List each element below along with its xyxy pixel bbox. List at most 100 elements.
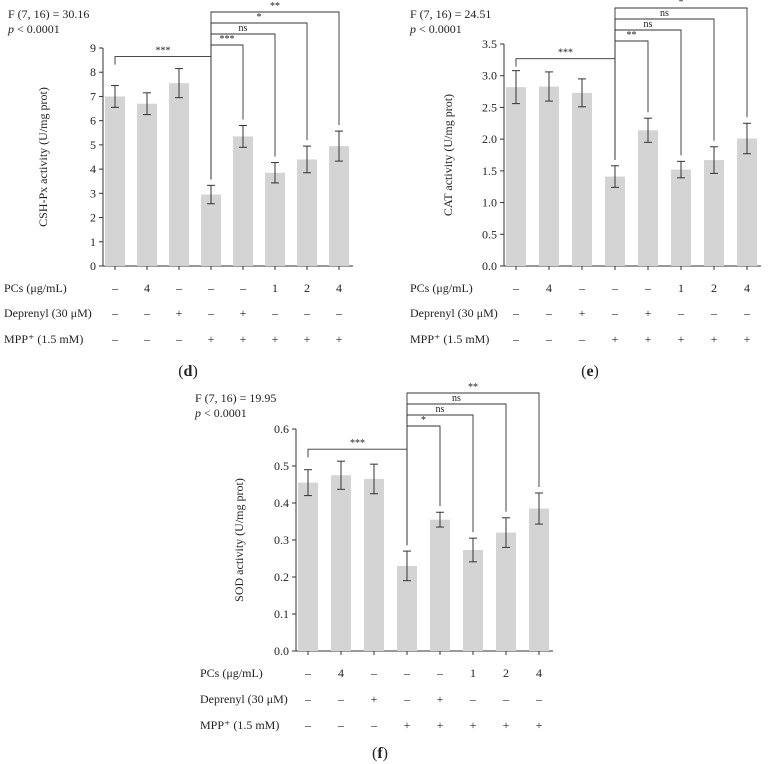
bar (496, 532, 516, 651)
y-tick-label: 3 (90, 186, 96, 200)
treatment-cell: + (404, 718, 411, 732)
panel-label: (f) (372, 745, 388, 762)
treatment-cell: 2 (304, 281, 310, 295)
treatment-cell: 4 (744, 281, 750, 295)
y-tick-label: 9 (90, 41, 96, 55)
treatment-cell: – (304, 692, 312, 706)
bar (704, 160, 724, 266)
bar (529, 508, 549, 651)
treatment-cell: – (578, 332, 586, 346)
significance-label: ns (436, 404, 445, 415)
treatment-cell: – (175, 281, 183, 295)
treatment-cell: + (536, 718, 543, 732)
treatment-row-label: Deprenyl (30 μM) (4, 306, 92, 320)
significance-label: * (421, 415, 426, 426)
y-tick-label: 0.4 (274, 496, 289, 510)
chart-panel-2: F (7, 16) = 24.51p < 0.0001 0.0 0.5 1.0 1.5 2… (409, 0, 761, 380)
treatment-cell: – (710, 306, 718, 320)
treatment-cell: + (470, 718, 477, 732)
y-tick-label: 8 (90, 65, 96, 79)
treatment-cell: – (512, 306, 520, 320)
treatment-cell: 4 (336, 281, 342, 295)
y-axis-label: CSH-Px activity (U/mg prot) (36, 87, 50, 227)
significance-label: * (679, 0, 684, 8)
treatment-row-label: PCs (μg/mL) (4, 281, 67, 295)
bar (233, 136, 253, 266)
treatment-cell: + (678, 332, 685, 346)
treatment-cell: – (403, 692, 411, 706)
treatment-cell: + (503, 718, 510, 732)
bar (297, 159, 317, 266)
significance-bracket (114, 56, 212, 65)
treatment-cell: 4 (546, 281, 552, 295)
treatment-cell: + (240, 332, 247, 346)
significance-bracket (210, 22, 308, 180)
bar (105, 96, 125, 266)
y-tick-label: 0.2 (274, 570, 289, 584)
treatment-cell: – (578, 281, 586, 295)
bar (201, 194, 221, 266)
treatment-cell: 2 (503, 666, 509, 680)
significance-label: ** (468, 382, 478, 393)
treatment-cell: + (612, 332, 619, 346)
y-tick-label: 0.0 (482, 259, 497, 273)
chart-panel-3: F (7, 16) = 19.95p < 0.0001 0.0 0.1 0.2 0.3 0… (194, 382, 553, 762)
bar (605, 176, 625, 266)
treatment-cell: 4 (144, 281, 150, 295)
treatment-cell: – (677, 306, 685, 320)
treatment-row-label: Deprenyl (30 μM) (200, 692, 288, 706)
significance-label: ns (660, 8, 669, 19)
y-tick-label: 0.5 (274, 459, 289, 473)
treatment-cell: + (336, 332, 343, 346)
treatment-cell: 1 (272, 281, 278, 295)
treatment-row-label: MPP⁺ (1.5 mM) (200, 718, 279, 732)
treatment-cell: + (645, 306, 652, 320)
treatment-cell: – (502, 692, 510, 706)
y-axis-label: CAT activity (U/mg prot) (441, 94, 455, 216)
treatment-cell: – (111, 332, 119, 346)
treatment-cell: + (437, 718, 444, 732)
significance-label: ** (627, 30, 637, 41)
treatment-cell: – (545, 332, 553, 346)
treatment-cell: – (436, 666, 444, 680)
treatment-cell: – (611, 281, 619, 295)
treatment-cell: – (370, 718, 378, 732)
y-tick-label: 2 (90, 211, 96, 225)
treatment-row-label: PCs (μg/mL) (200, 666, 263, 680)
y-tick-label: 4 (90, 162, 96, 176)
significance-bracket (515, 58, 616, 67)
treatment-row-label: Deprenyl (30 μM) (410, 306, 498, 320)
stat-line: F (7, 16) = 24.51 (410, 7, 491, 21)
panel-label: (e) (581, 363, 599, 380)
bar (331, 475, 351, 651)
treatment-cell: 4 (536, 666, 542, 680)
treatment-cell: – (304, 666, 312, 680)
bar (265, 172, 285, 266)
bar (169, 83, 189, 266)
bar (671, 169, 691, 266)
treatment-cell: – (644, 281, 652, 295)
treatment-cell: + (208, 332, 215, 346)
treatment-cell: – (743, 306, 751, 320)
treatment-cell: – (207, 281, 215, 295)
y-tick-label: 1.5 (482, 164, 497, 178)
treatment-cell: – (111, 281, 119, 295)
bar (364, 478, 384, 651)
significance-bracket (614, 7, 748, 160)
treatment-cell: – (545, 306, 553, 320)
treatment-cell: – (469, 692, 477, 706)
significance-bracket (406, 392, 540, 546)
significance-label: ns (452, 393, 461, 404)
significance-label: *** (350, 438, 365, 449)
treatment-cell: – (143, 332, 151, 346)
y-tick-label: 1 (90, 235, 96, 249)
treatment-cell: – (403, 666, 411, 680)
treatment-row-label: MPP⁺ (1.5 mM) (4, 332, 83, 346)
significance-label: *** (220, 34, 235, 45)
y-tick-label: 5 (90, 138, 96, 152)
significance-bracket (307, 448, 408, 458)
bar (506, 87, 526, 266)
treatment-cell: – (303, 306, 311, 320)
treatment-cell: + (272, 332, 279, 346)
